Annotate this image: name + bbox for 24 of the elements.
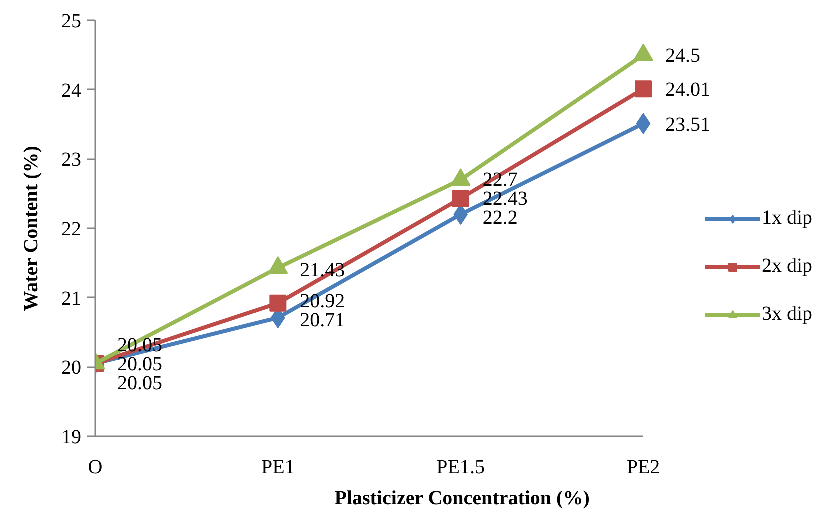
data-label: 22.2 — [482, 206, 518, 229]
y-tick-label: 20 — [62, 357, 82, 380]
point — [635, 80, 652, 98]
data-label: 20.71 — [300, 309, 346, 332]
y-tick-label: 24 — [62, 80, 82, 102]
data-label: 23.51 — [666, 114, 710, 136]
y-tick-label: 19 — [62, 426, 82, 448]
data-label: 24.5 — [666, 45, 700, 68]
x-tick-label: PE2 — [626, 456, 660, 478]
legend-label: 3x dip — [762, 303, 813, 326]
x-tick-label: O — [88, 456, 103, 478]
y-tick-label: 25 — [62, 10, 82, 32]
y-tick-label: 22 — [62, 218, 82, 240]
y-axis-title: Water Content (%) — [20, 146, 42, 312]
point — [270, 294, 287, 312]
x-tick-label: PE1 — [261, 456, 295, 478]
data-label: 24.01 — [666, 79, 710, 102]
x-tick-label: PE1.5 — [436, 456, 486, 478]
y-tick-label: 21 — [62, 288, 82, 310]
x-axis-title: Plasticizer Concentration (%) — [334, 488, 590, 510]
legend-label: 1x dip — [762, 207, 813, 230]
point — [452, 190, 470, 208]
y-tick-label: 23 — [62, 149, 82, 172]
legend-label: 2x dip — [762, 255, 813, 278]
